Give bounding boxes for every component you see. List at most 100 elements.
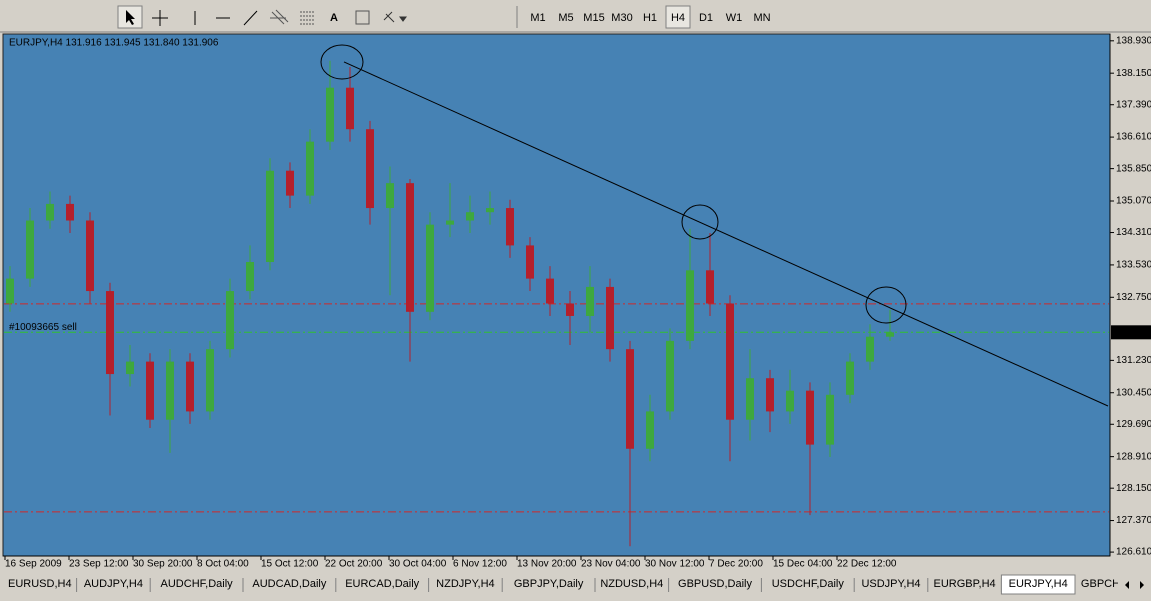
label-button[interactable] [355, 10, 370, 25]
timeframe-button[interactable]: D1 [699, 12, 713, 24]
text-tool[interactable]: A [330, 12, 338, 24]
timeframe-button[interactable]: M15 [583, 12, 604, 24]
fibo-button[interactable] [300, 11, 314, 25]
timeframe-button[interactable]: H4 [671, 12, 685, 24]
tab[interactable]: EURJPY,H4 [1009, 578, 1068, 590]
candle-body [326, 87, 334, 142]
timeframe-button[interactable]: W1 [726, 12, 743, 24]
tab-scroll [1118, 577, 1151, 593]
candle-body [606, 286, 614, 350]
candle-body [86, 220, 94, 292]
tab-scroll-arrows[interactable] [1125, 581, 1144, 589]
candle-body [66, 203, 74, 221]
y-tick-label: 135.070 [1116, 196, 1151, 207]
tab[interactable]: EURUSD,H4 [8, 578, 72, 590]
y-tick-label: 133.530 [1116, 260, 1151, 271]
x-tick-label: 8 Oct 04:00 [197, 559, 249, 570]
y-tick-label: 132.750 [1116, 292, 1151, 303]
candle-body [166, 361, 174, 420]
candle-body [26, 220, 34, 279]
y-tick-label: 129.690 [1116, 419, 1151, 430]
candle-body [746, 378, 754, 420]
candle-body [226, 291, 234, 350]
candle-body [646, 411, 654, 449]
order-label: #10093665 sell [9, 322, 77, 333]
tab[interactable]: NZDUSD,H4 [600, 578, 663, 590]
candle-body [546, 278, 554, 304]
x-tick-label: 30 Sep 20:00 [133, 559, 193, 570]
cursor-icon [126, 10, 135, 25]
candle-body [306, 141, 314, 196]
tab[interactable]: AUDJPY,H4 [84, 578, 143, 590]
crosshair-button[interactable] [152, 10, 168, 26]
x-tick-label: 15 Oct 12:00 [261, 559, 319, 570]
y-tick-label: 137.390 [1116, 99, 1151, 110]
y-tick-label: 136.610 [1116, 132, 1151, 143]
candle-body [686, 270, 694, 341]
candle-body [586, 286, 594, 316]
candle-body [46, 203, 54, 221]
x-tick-label: 22 Dec 12:00 [837, 559, 897, 570]
y-tick-label: 131.230 [1116, 355, 1151, 366]
x-tick-label: 22 Oct 20:00 [325, 559, 383, 570]
circle-annotation [865, 286, 907, 324]
tab[interactable]: NZDJPY,H4 [436, 578, 494, 590]
candle-body [806, 390, 814, 445]
candle-body [846, 361, 854, 395]
candle-body [346, 87, 354, 130]
timeframe-button[interactable]: M1 [530, 12, 545, 24]
candle-body [466, 212, 474, 221]
arrows-button[interactable] [383, 11, 407, 23]
tab[interactable]: AUDCAD,Daily [252, 578, 326, 590]
annotation-circles [320, 44, 907, 324]
timeframe-button[interactable]: H1 [643, 12, 657, 24]
candle-body [666, 340, 674, 412]
timeframe-button[interactable]: MN [753, 12, 770, 24]
candle-body [626, 349, 634, 449]
price-badge [1111, 325, 1151, 340]
x-tick-label: 7 Dec 20:00 [709, 559, 763, 570]
tab[interactable]: GBPUSD,Daily [678, 578, 752, 590]
candle-body [126, 361, 134, 375]
x-tick-label: 16 Sep 2009 [5, 559, 62, 570]
x-tick-label: 6 Nov 12:00 [453, 559, 507, 570]
toolbar [0, 0, 1151, 33]
chart-header: EURJPY,H4 131.916 131.945 131.840 131.90… [9, 38, 219, 49]
candle-body [286, 170, 294, 196]
candle-body [726, 303, 734, 420]
tab[interactable]: USDJPY,H4 [861, 578, 920, 590]
candle-body [266, 170, 274, 263]
y-tick-label: 130.450 [1116, 387, 1151, 398]
y-tick-label: 134.310 [1116, 227, 1151, 238]
tab[interactable]: USDCHF,Daily [772, 578, 845, 590]
candle-body [826, 394, 834, 445]
candle-body [526, 245, 534, 279]
tab[interactable]: GBPJPY,Daily [514, 578, 584, 590]
drawing-tools: A [117, 5, 518, 29]
candle-body [406, 183, 414, 312]
candle-body [786, 390, 794, 412]
candle-body [6, 278, 14, 304]
y-tick-label: 128.910 [1116, 451, 1151, 462]
candle-body [706, 270, 714, 304]
timeframe-button[interactable]: M5 [558, 12, 573, 24]
circle-annotation [681, 204, 719, 240]
axes: 138.930 138.150 137.390 136.610 135.850 135.0… [4, 35, 1151, 570]
tab[interactable]: EURCAD,Daily [345, 578, 419, 590]
x-tick-label: 15 Dec 04:00 [773, 559, 833, 570]
tab[interactable]: AUDCHF,Daily [161, 578, 234, 590]
x-tick-label: 23 Nov 04:00 [581, 559, 641, 570]
x-tick-label: 30 Nov 12:00 [645, 559, 705, 570]
trendline [343, 61, 1109, 407]
candle-body [506, 208, 514, 246]
channel-button[interactable] [270, 9, 289, 25]
x-tick-label: 13 Nov 20:00 [517, 559, 577, 570]
trendline-button[interactable] [243, 10, 258, 26]
x-tick-label: 23 Sep 12:00 [69, 559, 129, 570]
timeframe-button[interactable]: M30 [611, 12, 632, 24]
tab[interactable]: EURGBP,H4 [934, 578, 996, 590]
tab-strip [0, 575, 1151, 601]
candle-body [386, 183, 394, 209]
candle-body [366, 129, 374, 209]
